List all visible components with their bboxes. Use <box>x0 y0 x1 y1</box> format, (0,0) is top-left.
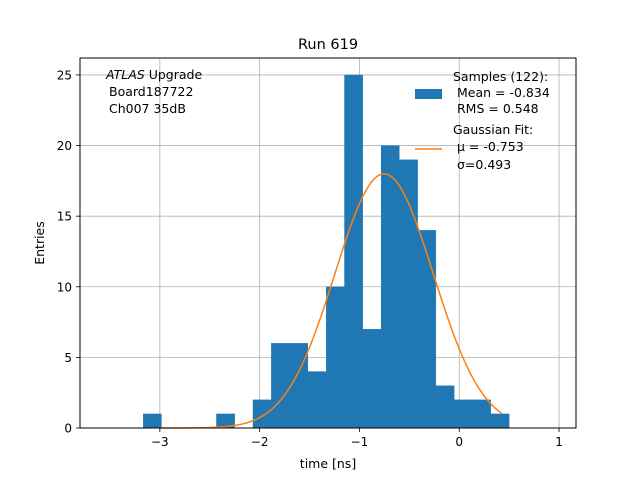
x-tick-label: −3 <box>151 435 169 449</box>
x-axis-label: time [ns] <box>300 456 356 471</box>
histogram-bar <box>344 74 363 429</box>
legend-fit-title: Gaussian Fit: <box>453 122 533 137</box>
legend-samples-rms: RMS = 0.548 <box>457 101 539 116</box>
legend-samples-title: Samples (122): <box>453 69 548 84</box>
y-tick-label: 15 <box>57 210 72 224</box>
legend-samples-mean: Mean = -0.834 <box>457 85 550 100</box>
histogram-bar <box>362 328 382 429</box>
histogram-bar <box>454 399 473 429</box>
y-tick-label: 5 <box>64 351 72 365</box>
legend-fit-sigma: σ=0.493 <box>457 157 511 172</box>
atlas-annotation: ATLAS Upgrade Board187722 Ch007 35dB <box>105 67 202 116</box>
legend-samples-swatch <box>415 89 442 99</box>
histogram-bar <box>380 145 400 429</box>
histogram-bar <box>399 159 418 429</box>
chart-title: Run 619 <box>298 37 358 53</box>
axes-frame <box>79 57 577 429</box>
y-tick-label: 10 <box>57 280 72 294</box>
y-axis-label: Entries <box>32 221 47 265</box>
x-tick-label: −1 <box>351 435 369 449</box>
x-tick-label: −2 <box>251 435 269 449</box>
gaussian-fit-curve <box>159 173 503 429</box>
histogram-bars <box>143 74 510 429</box>
annotation-atlas: ATLAS <box>105 67 145 82</box>
annotation-board: Board187722 <box>109 84 193 99</box>
x-tick-label: 0 <box>455 435 463 449</box>
histogram-bar <box>143 413 162 429</box>
y-tick-label: 25 <box>57 68 72 82</box>
histogram-bar <box>417 230 437 429</box>
annotation-line-1: ATLAS Upgrade <box>105 67 202 82</box>
histogram-bar <box>271 343 290 429</box>
y-tick-label: 20 <box>57 139 72 153</box>
y-axis-ticks: 0 5 10 15 20 25 <box>57 68 80 436</box>
legend-fit-mu: μ = -0.753 <box>457 139 524 154</box>
annotation-channel: Ch007 35dB <box>109 101 186 116</box>
legend: Samples (122): Mean = -0.834 RMS = 0.548… <box>415 69 550 172</box>
histogram-bar <box>252 399 272 429</box>
y-tick-label: 0 <box>64 422 72 436</box>
histogram-bar <box>435 385 455 429</box>
x-tick-label: 1 <box>555 435 563 449</box>
x-axis-ticks: −3 −2 −1 0 1 <box>151 428 563 449</box>
histogram-bar <box>326 286 345 429</box>
histogram-bar <box>490 413 510 429</box>
histogram-bar <box>472 399 491 429</box>
histogram-bar <box>307 371 327 429</box>
annotation-upgrade: Upgrade <box>145 67 203 82</box>
